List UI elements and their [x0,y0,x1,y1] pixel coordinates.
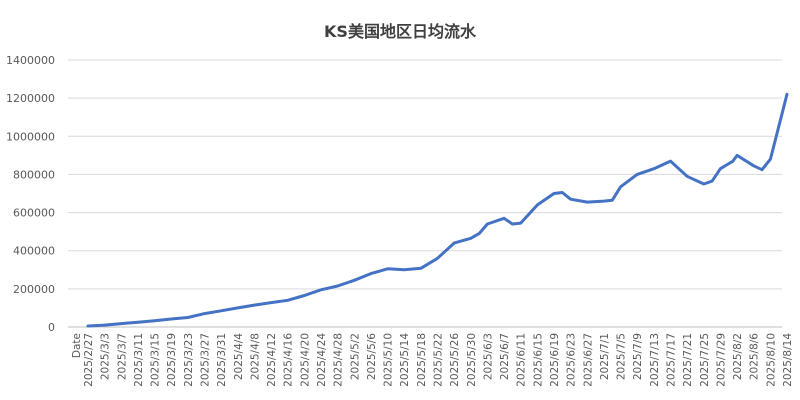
x-tick-label: 2025/6/19 [549,333,561,387]
x-tick-label: 2025/6/27 [582,333,594,387]
y-tick-label: 0 [48,321,55,334]
x-tick-label: 2025/4/24 [316,333,328,387]
y-tick-label: 1200000 [6,92,55,105]
x-tick-label: 2025/7/9 [632,333,644,380]
x-tick-label: 2025/3/31 [216,333,228,387]
y-tick-label: 1000000 [6,130,55,143]
x-tick-label: 2025/7/29 [715,333,727,387]
x-tick-label: 2025/7/5 [616,333,628,380]
y-tick-label: 1400000 [6,54,55,67]
y-tick-label: 800000 [13,168,55,181]
x-tick-label: 2025/7/17 [666,333,678,387]
y-tick-label: 200000 [13,283,55,296]
x-tick-label: 2025/4/12 [266,333,278,387]
x-axis-label: Date [71,333,83,358]
x-tick-label: 2025/3/23 [183,333,195,387]
x-tick-label: 2025/5/18 [416,333,428,387]
y-tick-label: 600000 [13,207,55,220]
x-tick-label: 2025/6/11 [516,333,528,387]
x-tick-label: 2025/3/27 [200,333,212,387]
x-tick-label: 2025/8/10 [765,333,777,387]
chart-title: KS美国地区日均流水 [324,22,476,41]
x-tick-label: 2025/6/7 [499,333,511,380]
x-tick-label: 2025/5/6 [366,333,378,380]
x-tick-label: 2025/8/6 [749,333,761,380]
x-tick-label: 2025/3/19 [166,333,178,387]
x-tick-label: 2025/3/3 [100,333,112,380]
x-tick-label: 2025/6/3 [482,333,494,380]
x-tick-label: 2025/5/26 [449,333,461,387]
x-tick-label: 2025/8/2 [732,333,744,380]
x-tick-label: 2025/8/14 [782,333,794,387]
x-tick-label: 2025/7/21 [682,333,694,387]
x-tick-label: 2025/3/7 [116,333,128,380]
x-tick-label: 2025/6/23 [566,333,578,387]
x-tick-label: 2025/5/14 [399,333,411,387]
x-tick-label: 2025/4/20 [299,333,311,387]
x-tick-label: 2025/3/15 [150,333,162,387]
x-tick-label: 2025/4/28 [333,333,345,387]
x-tick-label: 2025/4/4 [233,333,245,380]
x-tick-label: 2025/7/13 [649,333,661,387]
x-tick-label: 2025/5/2 [349,333,361,380]
x-tick-label: 2025/4/8 [249,333,261,380]
x-tick-label: 2025/6/15 [532,333,544,387]
y-tick-label: 400000 [13,245,55,258]
x-tick-label: 2025/4/16 [283,333,295,387]
x-tick-label: 2025/2/27 [83,333,95,387]
x-tick-label: 2025/5/22 [433,333,445,387]
x-tick-label: 2025/5/10 [383,333,395,387]
x-tick-label: 2025/5/30 [466,333,478,387]
x-tick-label: 2025/3/11 [133,333,145,387]
x-tick-label: 2025/7/25 [699,333,711,387]
x-tick-label: 2025/7/1 [599,333,611,380]
series-line [86,92,789,328]
